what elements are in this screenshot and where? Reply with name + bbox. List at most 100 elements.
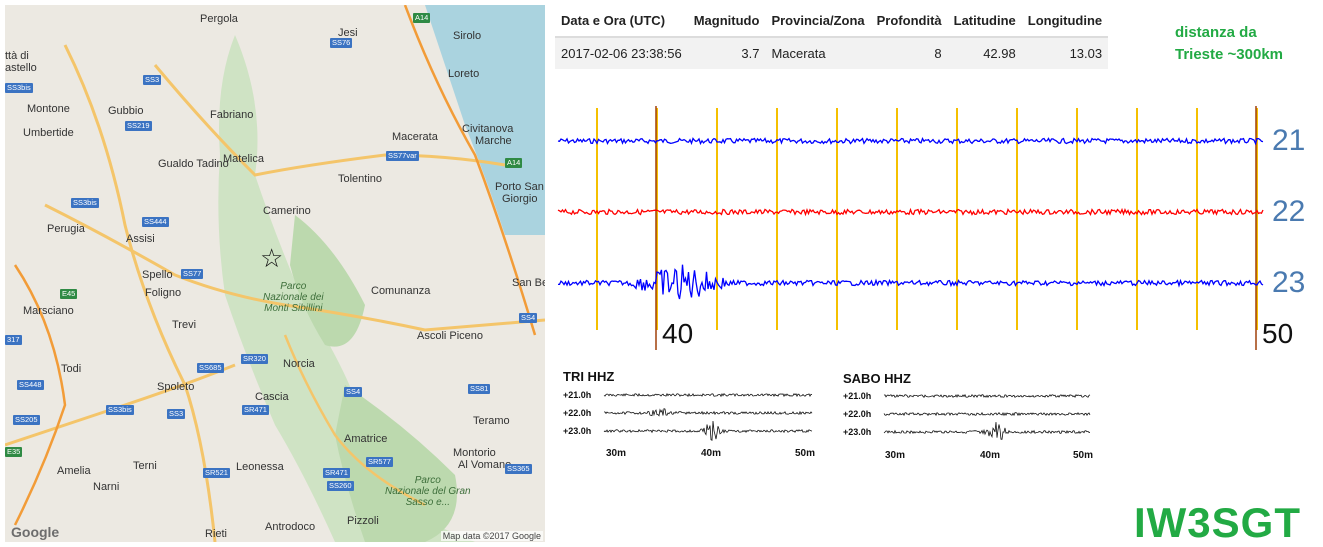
map-road-shield: SS444 <box>142 217 169 227</box>
cell-datetime: 2017-02-06 23:38:56 <box>555 37 688 69</box>
motorway-line <box>13 264 67 526</box>
map-road-shield: SS365 <box>505 464 532 474</box>
map-road-shield: SS219 <box>125 121 152 131</box>
map-road-shield: SR471 <box>323 468 350 478</box>
mini-title-tri: TRI HHZ <box>563 369 615 384</box>
cell-magnitude: 3.7 <box>687 37 766 69</box>
road-line <box>44 203 545 332</box>
map-road-shield: SR320 <box>241 354 268 364</box>
minute-marker-label-40: 40 <box>662 318 694 349</box>
map-place-label: Assisi <box>126 233 155 245</box>
map-place-label: ttà di <box>5 50 29 62</box>
map-place-label: Marche <box>475 135 512 147</box>
map-road-shield: A14 <box>505 158 523 168</box>
map-data-attribution: Map data ©2017 Google <box>440 531 543 541</box>
map-place-label: Macerata <box>392 131 438 143</box>
map-road-shield: SR471 <box>242 405 269 415</box>
mini-row-label: +21.0h <box>843 391 872 401</box>
distance-line-2: Trieste ~300km <box>1175 46 1283 63</box>
map-place-label: Civitanova <box>462 123 514 135</box>
map-place-label: Matelica <box>223 153 264 165</box>
map-place-label: Comunanza <box>371 285 431 297</box>
mini-row-label: +21.0h <box>563 390 592 400</box>
map-place-label: Montorio <box>453 447 496 459</box>
mini-trace <box>883 411 1091 417</box>
map-road-shield: SS77 <box>181 269 204 279</box>
minute-marker-label-50: 50 <box>1262 318 1294 349</box>
map-place-label: Spello <box>142 269 173 281</box>
map-road-shield: SR577 <box>366 457 393 467</box>
map-road-shield: E35 <box>5 447 23 457</box>
cell-depth: 8 <box>870 37 948 69</box>
mini-trace <box>603 408 813 417</box>
map-place-label: Antrodoco <box>265 521 316 533</box>
mini-row-label: +23.0h <box>563 426 592 436</box>
col-depth: Profondità <box>870 6 948 38</box>
map-road-shield: SS81 <box>468 384 491 394</box>
motorway-line <box>403 5 537 336</box>
map-place-label: Montone <box>27 103 70 115</box>
map-road-shield: A14 <box>413 13 431 23</box>
map-place-label: Gualdo Tadino <box>158 158 229 170</box>
station-callsign: IW3SGT <box>1134 499 1302 546</box>
mini-title-sabo: SABO HHZ <box>843 371 911 386</box>
mini-row-label: +22.0h <box>843 409 872 419</box>
map-road-shield: SS4 <box>344 387 363 397</box>
mini-row-label: +22.0h <box>563 408 592 418</box>
mini-trace <box>603 392 813 398</box>
map-place-label: Amelia <box>57 465 91 477</box>
map-road-shield: SR521 <box>203 468 230 478</box>
trace-label-21: 21 <box>1272 124 1306 157</box>
map-place-label: Foligno <box>145 287 182 299</box>
mini-trace <box>603 420 813 441</box>
mini-tick-label: 50m <box>795 448 816 459</box>
map-place-label: Pergola <box>200 13 238 25</box>
road-line <box>63 44 217 542</box>
map-place-label: Norcia <box>283 358 315 370</box>
mini-row-label: +23.0h <box>843 427 872 437</box>
mini-tick-label: 30m <box>885 450 906 461</box>
map-place-label: Marsciano <box>23 305 74 317</box>
map-place-label: Pizzoli <box>347 515 379 527</box>
map-place-label: Camerino <box>263 205 311 217</box>
mini-tick-label: 30m <box>606 448 627 459</box>
mini-tick-label: 50m <box>1073 450 1094 461</box>
seismo-trace-23 <box>558 264 1264 300</box>
map-road-shield: SS260 <box>327 481 354 491</box>
map-road-shield: SS448 <box>17 380 44 390</box>
map-road-shield: SS685 <box>197 363 224 373</box>
map-road-shield: SS205 <box>13 415 40 425</box>
mini-trace <box>883 393 1091 399</box>
map-place-label: Perugia <box>47 223 85 235</box>
col-latitude: Latitudine <box>947 6 1022 38</box>
seismo-trace-21 <box>557 137 1264 146</box>
map-road-shield: SS3 <box>143 75 162 85</box>
map-road-shield: SS3 <box>167 409 186 419</box>
sea-coast <box>425 5 545 235</box>
map-park-label: Parco Nazionale del Gran Sasso e... <box>385 475 471 508</box>
map-place-label: Cascia <box>255 391 289 403</box>
map-road-shield: SS4 <box>519 313 538 323</box>
cell-province: Macerata <box>765 37 871 69</box>
col-longitude: Longitudine <box>1021 6 1109 38</box>
col-datetime: Data e Ora (UTC) <box>555 6 688 38</box>
map-place-label: Jesi <box>338 27 358 39</box>
seismogram-plot <box>557 106 1264 350</box>
col-province: Provincia/Zona <box>765 6 871 38</box>
map-road-shield: SS3bis <box>106 405 134 415</box>
map-road-shield: SS3bis <box>71 198 99 208</box>
map-park-label: Parco Nazionale dei Monti Sibillini <box>263 281 324 314</box>
map-place-label: Tolentino <box>338 173 383 185</box>
map-panel[interactable]: Pergola Jesi Sirolo ttà di astello Loreto Mont… <box>5 5 545 542</box>
mini-tick-label: 40m <box>980 450 1001 461</box>
map-place-label: Leonessa <box>236 461 284 473</box>
map-place-label: Todi <box>61 363 82 375</box>
distance-line-1: distanza da <box>1175 24 1257 41</box>
map-background <box>5 5 545 542</box>
map-place-label: Trevi <box>172 319 197 331</box>
map-place-label: Rieti <box>205 528 228 540</box>
epicenter-star-icon: ☆ <box>260 243 284 273</box>
road-line <box>283 334 426 507</box>
gran-sasso-park-area <box>335 385 457 542</box>
map-road-shield: E45 <box>60 289 78 299</box>
